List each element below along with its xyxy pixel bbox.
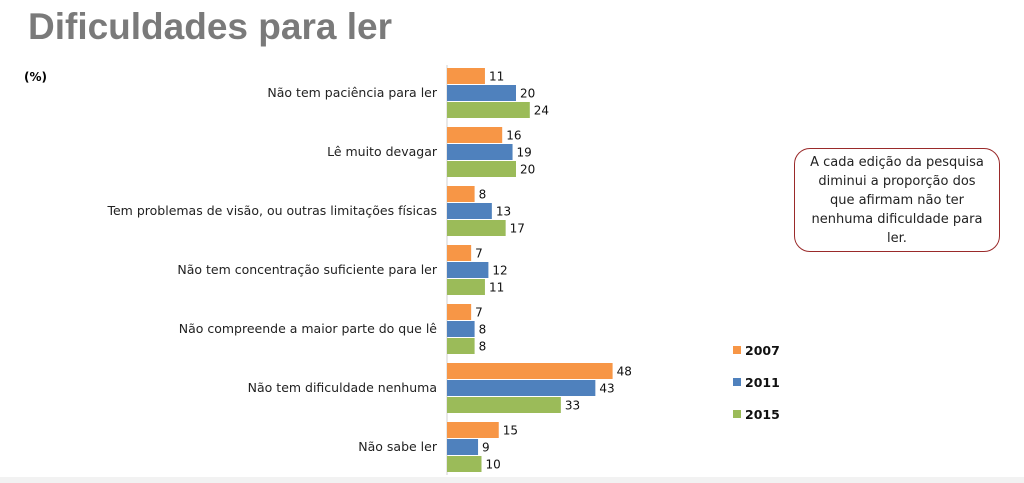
bar-2007 bbox=[447, 422, 499, 438]
bar-2007 bbox=[447, 304, 472, 320]
footer-band bbox=[0, 477, 1024, 483]
data-label: 8 bbox=[479, 323, 487, 337]
data-label: 16 bbox=[506, 129, 521, 143]
bar-2011 bbox=[447, 85, 516, 101]
bar-2015 bbox=[447, 161, 516, 177]
data-label: 13 bbox=[496, 205, 511, 219]
legend-swatch-2007 bbox=[733, 346, 741, 354]
data-label: 10 bbox=[486, 458, 501, 472]
data-label: 11 bbox=[489, 70, 504, 84]
category-label: Não compreende a maior parte do que lê bbox=[179, 321, 438, 336]
data-label: 8 bbox=[479, 340, 487, 354]
category-label: Não tem dificuldade nenhuma bbox=[248, 380, 437, 395]
bar-2011 bbox=[447, 321, 475, 337]
bar-2015 bbox=[447, 279, 485, 295]
data-label: 48 bbox=[617, 365, 632, 379]
data-label: 20 bbox=[520, 163, 535, 177]
legend-swatch-2015 bbox=[733, 410, 741, 418]
annotation-text: A cada edição da pesquisa diminui a prop… bbox=[810, 154, 984, 246]
data-label: 33 bbox=[565, 399, 580, 413]
bar-2007 bbox=[447, 363, 613, 379]
bar-2011 bbox=[447, 203, 492, 219]
page-title: Dificuldades para ler bbox=[28, 6, 392, 47]
legend-label-2015: 2015 bbox=[745, 407, 780, 422]
bar-2007 bbox=[447, 127, 503, 143]
bar-2015 bbox=[447, 220, 506, 236]
data-label: 7 bbox=[475, 306, 483, 320]
bar-2007 bbox=[447, 245, 472, 261]
bar-2015 bbox=[447, 338, 475, 354]
category-label: Lê muito devagar bbox=[327, 144, 438, 159]
data-label: 8 bbox=[479, 188, 487, 202]
data-label: 19 bbox=[517, 146, 532, 160]
bar-2011 bbox=[447, 144, 513, 160]
bar-2007 bbox=[447, 186, 475, 202]
data-label: 12 bbox=[492, 264, 507, 278]
bar-2015 bbox=[447, 397, 561, 413]
bar-2011 bbox=[447, 439, 479, 455]
data-label: 15 bbox=[503, 424, 518, 438]
category-label: Não tem concentração suficiente para ler bbox=[177, 262, 438, 277]
legend-swatch-2011 bbox=[733, 378, 741, 386]
data-label: 43 bbox=[599, 382, 614, 396]
legend-label-2011: 2011 bbox=[745, 375, 780, 390]
category-label: Não sabe ler bbox=[358, 439, 438, 454]
data-label: 20 bbox=[520, 87, 535, 101]
bar-2011 bbox=[447, 380, 596, 396]
data-label: 17 bbox=[510, 222, 525, 236]
category-label: Não tem paciência para ler bbox=[267, 85, 437, 100]
bar-2007 bbox=[447, 68, 485, 84]
data-label: 9 bbox=[482, 441, 490, 455]
data-label: 7 bbox=[475, 247, 483, 261]
bar-2011 bbox=[447, 262, 489, 278]
data-label: 24 bbox=[534, 104, 549, 118]
bar-2015 bbox=[447, 456, 482, 472]
legend-label-2007: 2007 bbox=[745, 343, 780, 358]
category-label: Tem problemas de visão, ou outras limita… bbox=[106, 203, 437, 218]
data-label: 11 bbox=[489, 281, 504, 295]
bar-2015 bbox=[447, 102, 530, 118]
annotation-box: A cada edição da pesquisa diminui a prop… bbox=[794, 148, 1000, 252]
unit-label: (%) bbox=[24, 70, 47, 84]
